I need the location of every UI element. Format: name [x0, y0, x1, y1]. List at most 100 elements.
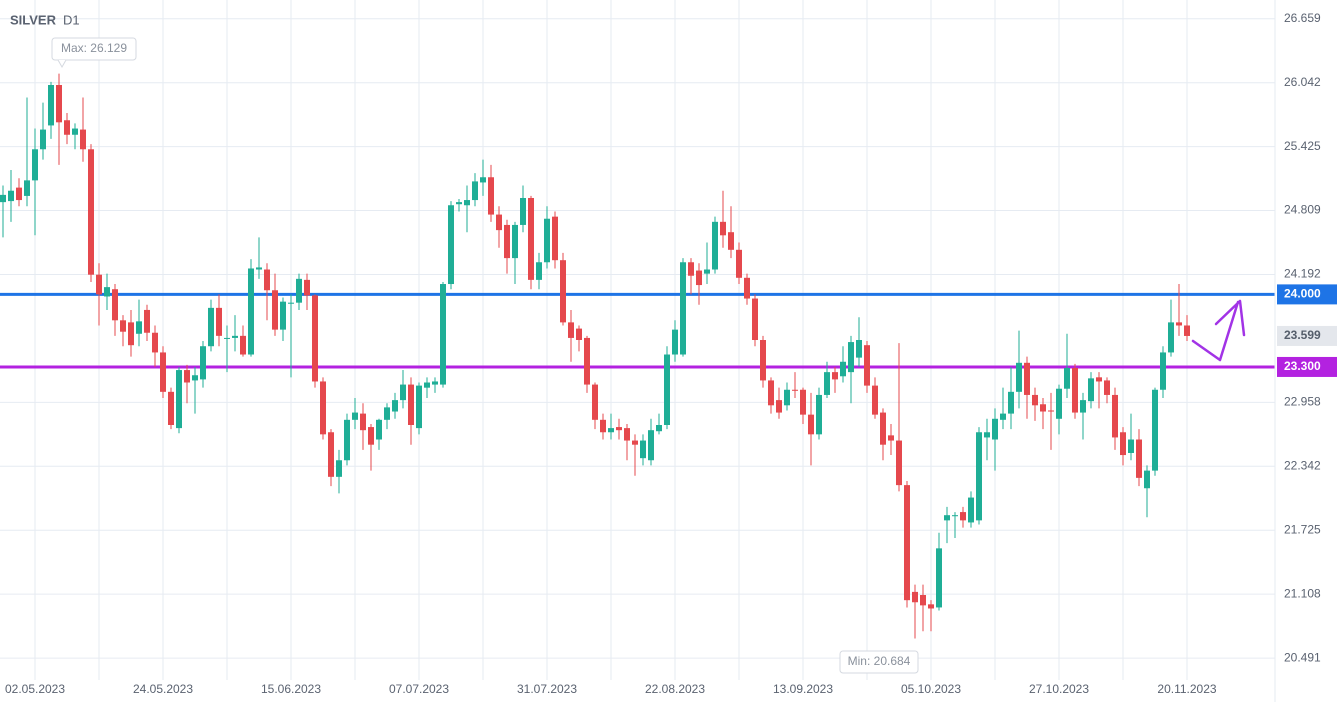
candle-body: [1064, 367, 1070, 389]
candle-body: [184, 370, 190, 383]
candle-body: [616, 427, 622, 431]
candle-body: [776, 400, 782, 413]
max-label: Max: 26.129: [61, 41, 127, 55]
candle-body: [272, 290, 278, 330]
candle-body: [440, 284, 446, 385]
candle-body: [176, 370, 182, 429]
candle-body: [1152, 389, 1158, 471]
y-tick-label: 26.659: [1284, 11, 1321, 25]
candle-body: [264, 269, 270, 291]
candle-body: [424, 382, 430, 388]
candle-body: [336, 460, 342, 477]
candle-body: [512, 224, 518, 259]
candle-body: [224, 337, 230, 339]
candle-body: [480, 177, 486, 183]
candle-body: [848, 342, 854, 373]
candle-body: [832, 372, 838, 380]
candle-body: [376, 419, 382, 440]
level-tag: [1277, 284, 1337, 305]
candle-body: [1160, 352, 1166, 390]
candle-body: [808, 414, 814, 435]
candle-body: [1168, 322, 1174, 353]
y-tick-label: 20.491: [1284, 650, 1321, 664]
x-tick-label: 27.10.2023: [1029, 682, 1089, 696]
candle-body: [32, 149, 38, 181]
candle-body: [88, 149, 94, 275]
x-tick-label: 24.05.2023: [133, 682, 193, 696]
candle-body: [824, 372, 830, 395]
candle-body: [936, 548, 942, 608]
candle-body: [1184, 325, 1190, 336]
candle-body: [248, 268, 254, 355]
candle-body: [200, 346, 206, 380]
candle-body: [608, 428, 614, 433]
candle-body: [1072, 367, 1078, 413]
candle-body: [800, 389, 806, 415]
candle-body: [712, 221, 718, 270]
candle-body: [456, 202, 462, 205]
candle-body: [1024, 362, 1030, 395]
candle-body: [8, 190, 14, 202]
candle-body: [664, 354, 670, 425]
candle-body: [552, 216, 558, 261]
min-box: [839, 650, 919, 674]
candle-body: [192, 375, 198, 381]
candle-body: [872, 385, 878, 415]
candle-body: [80, 129, 86, 150]
candle-body: [112, 289, 118, 321]
candle-body: [752, 298, 758, 340]
y-tick-label: 24.192: [1284, 267, 1321, 281]
chart-title: SILVER: [10, 12, 57, 27]
candle-body: [368, 427, 374, 445]
candle-body: [920, 595, 926, 606]
candle-body: [208, 307, 214, 347]
candle-body: [528, 197, 534, 280]
x-tick-label: 07.07.2023: [389, 682, 449, 696]
max-box: [51, 37, 137, 61]
candle-body: [656, 425, 662, 432]
candle-body: [784, 389, 790, 406]
candle-body: [968, 497, 974, 523]
candle-body: [584, 337, 590, 385]
candle-body: [960, 512, 966, 521]
candle-body: [64, 120, 70, 135]
candle-body: [320, 381, 326, 435]
candle-body: [240, 335, 246, 355]
candle-body: [96, 274, 102, 295]
candle-body: [976, 432, 982, 521]
candle-body: [448, 205, 454, 285]
max-annotation: Max: 26.129: [51, 37, 137, 69]
x-tick-label: 31.07.2023: [517, 682, 577, 696]
candle-body: [768, 380, 774, 406]
candle-body: [568, 322, 574, 338]
candle-body: [360, 413, 366, 431]
candle-body: [296, 278, 302, 303]
candle-body: [144, 309, 150, 333]
candle-body: [744, 277, 750, 299]
candle-body: [472, 181, 478, 201]
candle-body: [952, 515, 958, 517]
candle-body: [640, 440, 646, 459]
candle-body: [496, 214, 502, 231]
candle-body: [544, 218, 550, 263]
candle-body: [232, 335, 238, 338]
candle-body: [736, 249, 742, 278]
y-tick-label: 22.342: [1284, 458, 1321, 472]
candle-body: [1016, 362, 1022, 392]
x-tick-label: 15.06.2023: [261, 682, 321, 696]
candle-body: [600, 419, 606, 433]
candle-body: [896, 440, 902, 486]
y-tick-label: 21.108: [1284, 586, 1321, 600]
level-tag: [1277, 356, 1337, 377]
candle-body: [56, 85, 62, 123]
candle-body: [104, 287, 110, 297]
x-tick-label: 20.11.2023: [1157, 682, 1216, 696]
candle-body: [488, 177, 494, 215]
y-tick-label: 24.809: [1284, 203, 1321, 217]
candle-body: [536, 262, 542, 280]
candle-body: [720, 221, 726, 236]
candle-body: [704, 269, 710, 274]
candle-body: [592, 384, 598, 420]
